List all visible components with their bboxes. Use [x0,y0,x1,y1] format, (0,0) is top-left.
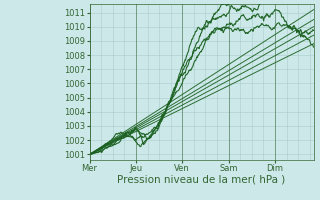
X-axis label: Pression niveau de la mer( hPa ): Pression niveau de la mer( hPa ) [117,175,286,185]
